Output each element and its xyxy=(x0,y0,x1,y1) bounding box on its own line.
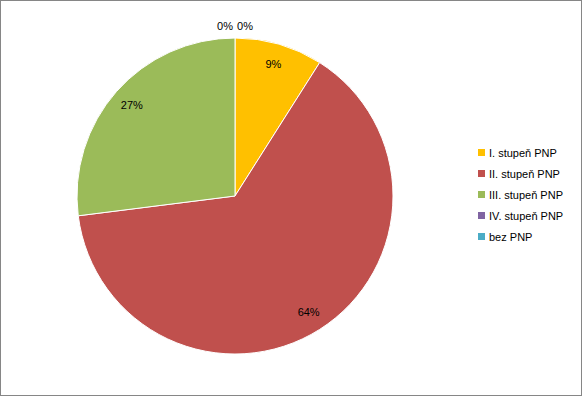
pie-slice xyxy=(235,38,236,196)
data-label: 27% xyxy=(121,99,143,111)
legend-label: II. stupeň PNP xyxy=(489,168,560,180)
data-label: 0% xyxy=(237,20,253,32)
legend-swatch xyxy=(478,212,485,219)
legend-label: bez PNP xyxy=(489,231,532,243)
legend-swatch xyxy=(478,191,485,198)
data-labels: 9% 64% 27% 0% 0% xyxy=(121,20,320,318)
chart: 9%64%27%0%0%I. stupeň PNPII. stupeň PNPI… xyxy=(0,0,582,396)
chart-frame xyxy=(1,1,582,396)
data-label: 64% xyxy=(298,306,320,318)
legend-label: I. stupeň PNP xyxy=(489,147,557,159)
legend: I. stupeň PNP II. stupeň PNP III. stupeň P… xyxy=(478,147,563,243)
data-label: 9% xyxy=(265,58,281,70)
legend-swatch xyxy=(478,233,485,240)
data-label: 0% xyxy=(217,20,233,32)
pie-slice xyxy=(235,38,236,196)
legend-label: IV. stupeň PNP xyxy=(489,210,563,222)
slices xyxy=(77,38,393,354)
legend-swatch xyxy=(478,170,485,177)
pie-slice xyxy=(77,38,235,216)
legend-label: III. stupeň PNP xyxy=(489,189,563,201)
legend-swatch xyxy=(478,149,485,156)
